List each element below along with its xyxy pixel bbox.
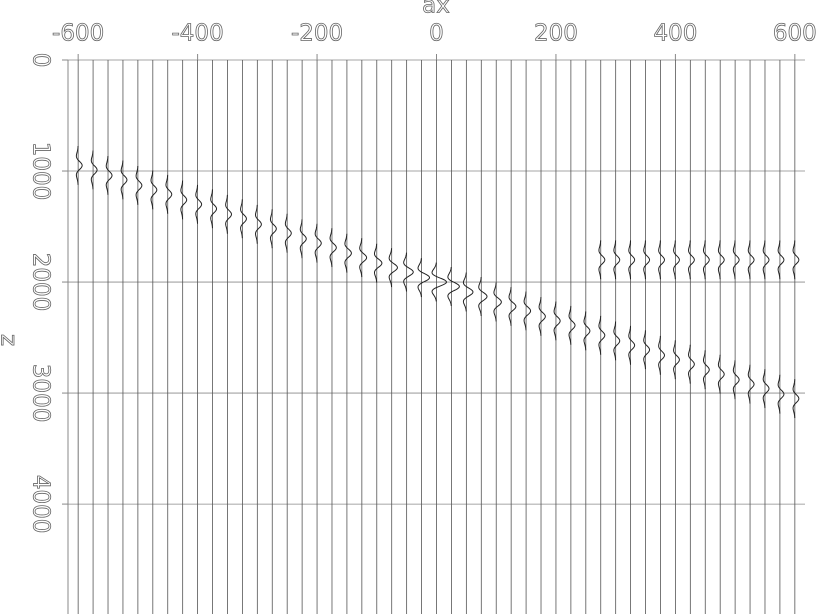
y-tick-label: 0	[28, 53, 54, 68]
wiggle	[165, 174, 173, 214]
wiggle	[195, 184, 203, 224]
wiggle	[105, 155, 113, 195]
wiggle	[180, 180, 188, 220]
wiggle	[493, 282, 502, 322]
wiggle	[777, 374, 785, 414]
x-axis-label: ax	[422, 0, 450, 19]
wiggle	[688, 240, 695, 280]
wiggle	[673, 340, 680, 380]
x-tick-label: 600	[773, 21, 817, 47]
wiggle	[75, 146, 83, 185]
wiggle	[447, 267, 460, 306]
x-tick-label: -600	[52, 21, 104, 47]
wiggle	[210, 189, 218, 229]
wiggle	[431, 262, 448, 302]
wiggle	[150, 170, 158, 210]
wiggle	[284, 213, 292, 253]
wiggle	[373, 243, 383, 283]
wiggle	[688, 344, 695, 384]
wiggle	[702, 240, 710, 280]
y-tick-label: 3000	[28, 364, 54, 423]
wiggle	[613, 240, 621, 280]
wiggle	[613, 321, 621, 361]
wiggle	[732, 240, 740, 280]
x-tick-label: 200	[534, 21, 578, 47]
wiggle	[598, 240, 606, 280]
wiggle	[717, 240, 725, 280]
wiggle	[628, 325, 636, 365]
wiggle	[553, 301, 561, 341]
wiggle	[732, 360, 740, 400]
wiggle	[792, 240, 800, 280]
wiggle	[90, 150, 98, 190]
wiggle	[388, 248, 398, 288]
x-tick-label: 0	[429, 21, 444, 47]
y-tick-label: 1000	[28, 142, 54, 201]
wiggle	[255, 204, 262, 244]
wiggle	[462, 272, 474, 312]
wiggle	[658, 335, 665, 375]
wiggle	[628, 240, 636, 280]
wiggle	[777, 240, 785, 280]
wiggle	[403, 252, 414, 292]
wiggle	[643, 330, 651, 370]
wiggle	[762, 240, 770, 280]
wiggle	[702, 350, 710, 390]
wiggle	[359, 238, 368, 278]
wiggle	[717, 354, 725, 394]
wiggle	[658, 240, 665, 280]
wiggle	[583, 311, 591, 351]
y-tick-label: 4000	[28, 475, 54, 534]
x-tick-label: 400	[653, 21, 697, 47]
wiggle	[344, 233, 352, 273]
wiggle	[747, 364, 755, 404]
wiggle	[762, 369, 770, 409]
wiggle	[568, 305, 576, 345]
wiggle	[135, 165, 143, 205]
y-axis-label: z	[0, 334, 22, 346]
wiggle	[329, 228, 337, 268]
wiggle	[314, 223, 322, 263]
wiggle	[747, 240, 755, 280]
x-tick-label: -200	[291, 21, 343, 47]
wiggle	[598, 315, 606, 355]
wiggle	[523, 291, 532, 331]
wiggle	[225, 194, 232, 234]
wiggle	[299, 219, 307, 259]
wiggle	[673, 240, 680, 280]
wiggle	[478, 277, 488, 316]
wiggle	[792, 379, 800, 419]
wiggle	[508, 287, 517, 326]
wiggle	[269, 209, 277, 249]
wiggle	[240, 199, 247, 239]
wiggle	[120, 160, 128, 200]
wiggle	[417, 258, 431, 298]
wiggle	[643, 240, 651, 280]
wiggle	[538, 296, 546, 336]
y-tick-label: 2000	[28, 253, 54, 312]
x-tick-label: -400	[172, 21, 224, 47]
